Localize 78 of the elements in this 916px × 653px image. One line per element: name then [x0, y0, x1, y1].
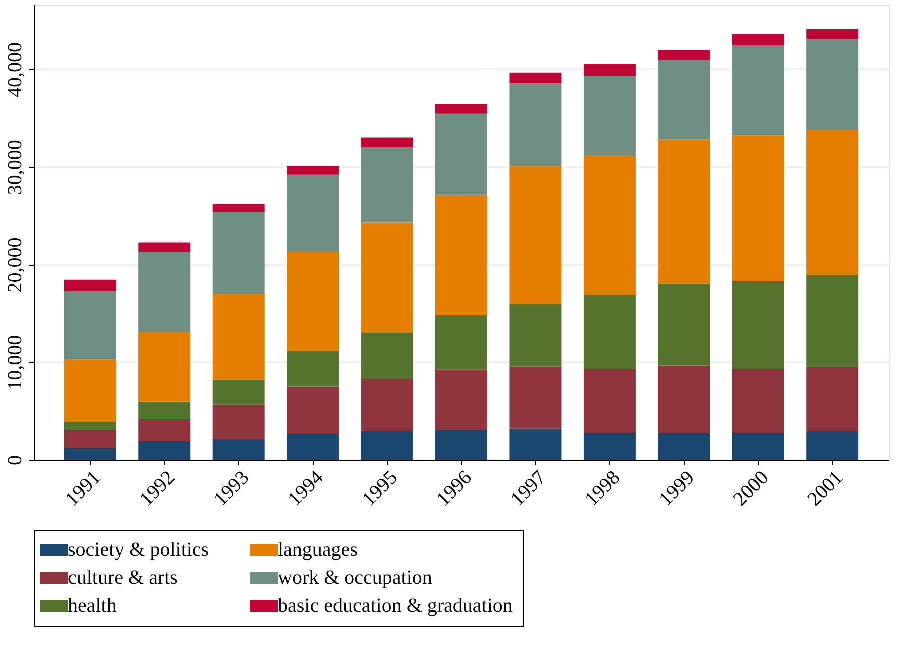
bar: [287, 252, 340, 352]
bar: [287, 174, 340, 252]
bar: [510, 304, 562, 367]
bar: [732, 433, 784, 460]
bar: [361, 431, 414, 460]
legend-label: languages: [278, 539, 358, 561]
bar: [658, 140, 710, 284]
bar: [658, 60, 710, 140]
bar: [138, 419, 191, 442]
bar: [287, 434, 340, 460]
bar: [510, 72, 562, 84]
bar: [138, 402, 191, 420]
bar: [212, 404, 265, 440]
legend-label: basic education & graduation: [278, 595, 513, 617]
bar: [732, 45, 784, 136]
bar: [64, 291, 116, 360]
bar: [436, 104, 488, 114]
bar: [361, 222, 414, 333]
bar: [212, 204, 265, 212]
bar: [658, 433, 710, 460]
legend-label: culture & arts: [68, 567, 178, 589]
bar: [806, 367, 859, 432]
y-tick-label: 0: [4, 456, 26, 466]
legend-label: society & politics: [68, 539, 210, 561]
bar: [287, 351, 340, 387]
bar: [64, 430, 116, 448]
bar: [287, 166, 340, 175]
x-tick-label: 1991: [61, 466, 106, 511]
bar: [138, 441, 191, 460]
y-tick-label: 20,000: [4, 238, 26, 293]
bar: [212, 212, 265, 294]
bar: [287, 386, 340, 434]
bar: [361, 138, 414, 148]
bar: [436, 114, 488, 195]
bar: [806, 29, 859, 40]
bar: [510, 84, 562, 167]
bar: [732, 281, 784, 370]
legend-label: work & occupation: [278, 567, 432, 589]
bar: [806, 274, 859, 368]
bar: [64, 448, 116, 460]
bar: [436, 194, 488, 316]
bar: [510, 166, 562, 304]
bar: [806, 130, 859, 275]
bar: [584, 155, 636, 295]
bar: [732, 369, 784, 434]
bar: [584, 369, 636, 434]
bar: [212, 380, 265, 405]
bar: [212, 439, 265, 460]
bar: [732, 136, 784, 282]
y-tick-label: 10,000: [4, 335, 26, 390]
bar: [806, 39, 859, 130]
bar: [584, 433, 636, 460]
bar: [584, 294, 636, 370]
bar: [361, 378, 414, 432]
bar: [64, 280, 116, 292]
bar: [658, 284, 710, 366]
bar: [658, 50, 710, 60]
bar: [361, 332, 414, 379]
bar: [361, 148, 414, 223]
bar: [584, 76, 636, 156]
bar: [212, 294, 265, 380]
y-tick-label: 30,000: [4, 140, 26, 196]
y-tick-label: 40,000: [4, 42, 26, 98]
bar: [138, 332, 191, 402]
bar: [138, 242, 191, 252]
bar: [64, 360, 116, 422]
bar: [732, 34, 784, 46]
bar: [436, 315, 488, 370]
bar: [806, 431, 859, 460]
bar: [510, 428, 562, 460]
bar: [138, 252, 191, 332]
bar: [64, 422, 116, 430]
legend-label: health: [68, 595, 117, 617]
bar: [658, 366, 710, 434]
bar: [436, 370, 488, 430]
bar: [584, 64, 636, 76]
bar: [510, 366, 562, 429]
bar: [436, 430, 488, 460]
